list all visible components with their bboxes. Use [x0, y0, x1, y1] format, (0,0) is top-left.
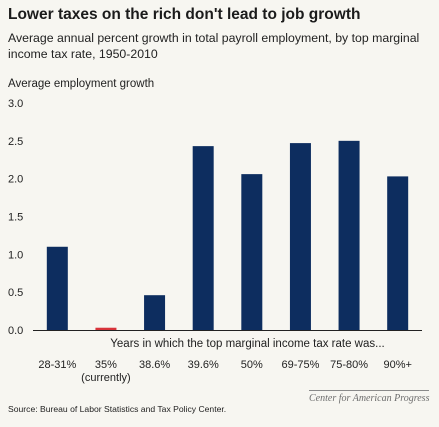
- y-tick-label: 2.0: [8, 174, 23, 186]
- bar: [338, 140, 360, 330]
- x-axis-label: Years in which the top marginal income t…: [110, 338, 384, 350]
- x-tick-label: (currently): [81, 372, 131, 384]
- y-axis-ticks: 0.0 0.5 1.0 1.5 2.0 2.5 3.0: [8, 98, 23, 337]
- y-tick-label: 3.0: [8, 98, 23, 110]
- cap-logo: Center for American Progress: [309, 390, 429, 404]
- x-tick-label: 50%: [241, 359, 263, 371]
- bar: [46, 246, 68, 330]
- y-tick-label: 1.0: [8, 249, 23, 261]
- x-tick-label: 69-75%: [281, 359, 319, 371]
- y-tick-label: 0.0: [8, 325, 23, 337]
- y-tick-label: 1.5: [8, 212, 23, 224]
- x-tick-label: 28-31%: [38, 359, 76, 371]
- bar: [241, 174, 263, 330]
- bar: [192, 146, 214, 330]
- logo-text: Center for American Progress: [309, 393, 430, 404]
- y-tick-label: 0.5: [8, 287, 23, 299]
- bar-chart: 0.0 0.5 1.0 1.5 2.0 2.5 3.0 Years in which the…: [8, 98, 422, 384]
- y-axis-label: Average employment growth: [8, 78, 155, 90]
- bar: [289, 143, 311, 330]
- x-tick-label: 39.6%: [188, 359, 219, 371]
- bars: [46, 140, 409, 330]
- x-axis-ticks: 28-31% 35%(currently) 38.6% 39.6% 50% 69-75% 7…: [38, 359, 412, 384]
- x-tick-label: 75-80%: [330, 359, 368, 371]
- bar: [144, 295, 166, 330]
- x-tick-label: 90%+: [383, 359, 411, 371]
- x-tick-label: 38.6%: [139, 359, 170, 371]
- bar: [95, 327, 117, 330]
- chart-title: Lower taxes on the rich don't lead to jo…: [8, 6, 361, 23]
- source-note: Source: Bureau of Labor Statistics and T…: [8, 404, 227, 414]
- chart-subtitle: Average annual percent growth in total p…: [8, 31, 420, 61]
- y-tick-label: 2.5: [8, 136, 23, 148]
- logo-rule: [309, 390, 429, 391]
- x-tick-label: 35%: [95, 359, 117, 371]
- bar: [387, 176, 409, 330]
